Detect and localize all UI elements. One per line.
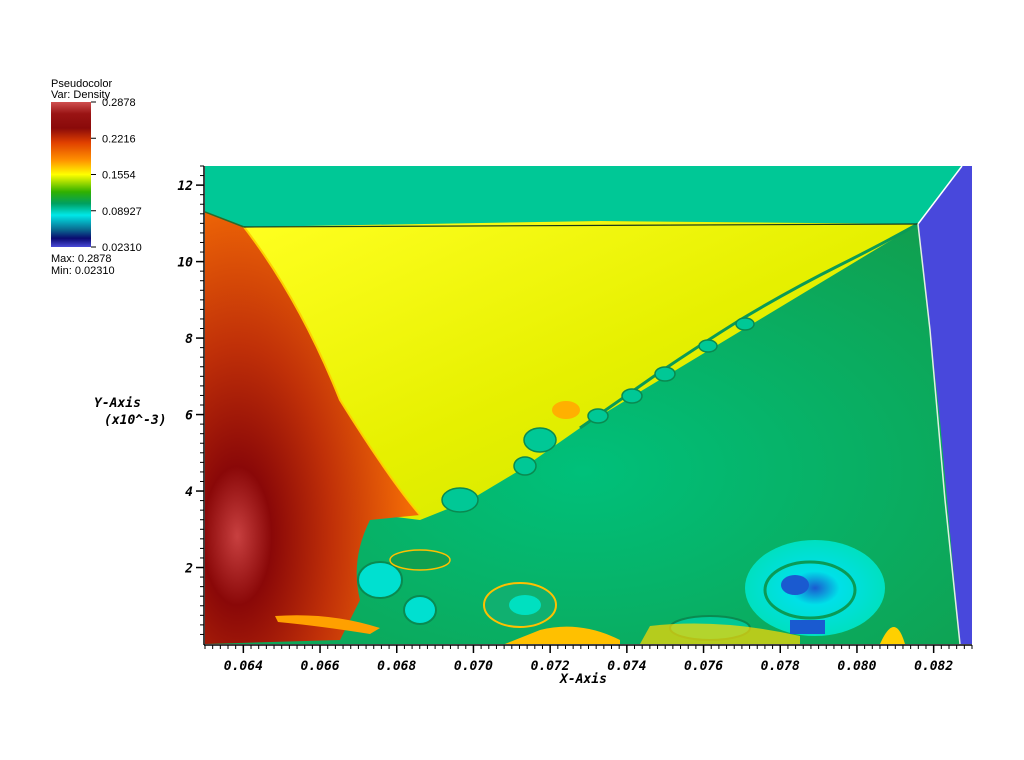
vortex-cluster-left <box>357 549 557 628</box>
density-field <box>205 166 972 644</box>
y-axis-scale: (x10^-3) <box>104 413 167 428</box>
legend-min: Min: 0.02310 <box>51 265 115 277</box>
x-tick-label: 0.080 <box>837 659 876 674</box>
y-tick-label: 2 <box>184 562 193 577</box>
x-axis-ticks: 0.064 0.066 0.068 0.070 0.072 0.074 0.076 0.078… <box>204 645 973 674</box>
legend-title: Pseudocolor <box>51 78 112 90</box>
y-axis-title: Y-Axis <box>94 396 141 411</box>
colorbar-tick-label: 0.02310 <box>102 242 142 254</box>
colorbar-tick-label: 0.08927 <box>102 206 142 218</box>
colorbar-tick-label: 0.2878 <box>102 97 136 109</box>
bottom-yellow-band-3 <box>880 627 905 644</box>
bottom-yellow-band-1 <box>505 626 620 644</box>
shock-front <box>243 226 421 516</box>
kh-rollups <box>441 317 755 513</box>
shocked-gas-region <box>244 221 918 520</box>
x-tick-label: 0.064 <box>224 659 263 674</box>
y-tick-label: 6 <box>185 409 193 424</box>
x-tick-label: 0.070 <box>454 659 493 674</box>
legend-max: Max: 0.2878 <box>51 253 112 265</box>
x-tick-label: 0.074 <box>607 659 646 674</box>
x-tick-label: 0.066 <box>300 659 339 674</box>
jet-tongue <box>275 615 380 634</box>
inflow-region <box>918 166 972 644</box>
colorbar-tick-label: 0.2216 <box>102 133 136 145</box>
x-tick-label: 0.072 <box>531 659 570 674</box>
colorbar-tick-label: 0.1554 <box>102 170 136 182</box>
colorbar-legend: Pseudocolor Var: Density 0.2878 0.2216 0.1… <box>51 78 142 277</box>
colorbar-ticks: 0.2878 0.2216 0.1554 0.08927 0.02310 <box>91 97 142 254</box>
x-tick-label: 0.082 <box>914 659 953 674</box>
y-tick-label: 10 <box>177 256 193 271</box>
x-tick-label: 0.068 <box>377 659 416 674</box>
x-tick-label: 0.078 <box>761 659 800 674</box>
y-tick-label: 8 <box>185 332 193 347</box>
dense-core-region <box>205 212 420 644</box>
x-axis-title: X-Axis <box>559 672 607 687</box>
hot-spot <box>552 401 580 419</box>
x-tick-label: 0.076 <box>684 659 723 674</box>
y-axis-ticks: 2 4 6 8 10 12 <box>177 165 204 635</box>
legend-variable: Var: Density <box>51 89 111 101</box>
bottom-yellow-band-2 <box>640 623 800 644</box>
axes: 0.064 0.066 0.068 0.070 0.072 0.074 0.076 0.078… <box>94 165 973 687</box>
y-tick-label: 12 <box>177 179 193 194</box>
y-tick-label: 4 <box>185 485 193 500</box>
colorbar <box>51 102 91 247</box>
